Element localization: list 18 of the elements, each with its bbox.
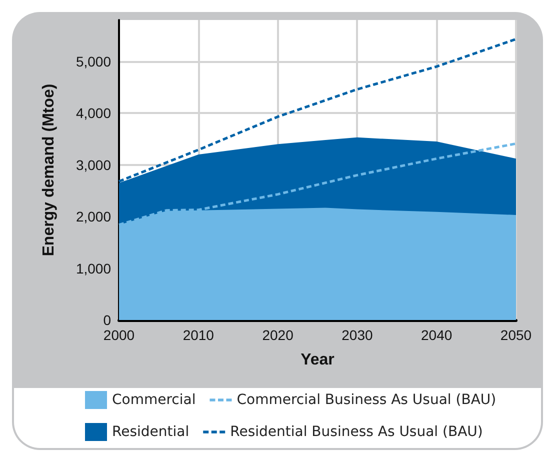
legend-label: Residential [112, 424, 190, 440]
y-axis-title: Energy demand (Mtoe) [40, 84, 58, 256]
y-tick-label: 3,000 [76, 156, 112, 173]
legend-label: Commercial Business As Usual (BAU) [236, 392, 496, 408]
x-tick-label: 2010 [182, 327, 214, 343]
y-tick-label: 0 [103, 312, 112, 328]
x-tick-label: 2020 [262, 327, 294, 343]
y-tick-label: 2,000 [76, 208, 112, 225]
legend-label: Residential Business As Usual (BAU) [230, 424, 483, 440]
x-axis-title: Year [300, 352, 334, 368]
y-tick-label: 5,000 [76, 53, 112, 70]
x-tick-label: 2040 [421, 327, 452, 343]
y-tick-label: 1,000 [76, 260, 112, 276]
y-tick-label: 4,000 [76, 105, 112, 122]
x-tick-label: 2000 [103, 327, 135, 343]
legend-label: Commercial [112, 392, 196, 408]
x-tick-label: 2030 [342, 327, 373, 343]
x-tick-label: 2050 [500, 327, 532, 343]
